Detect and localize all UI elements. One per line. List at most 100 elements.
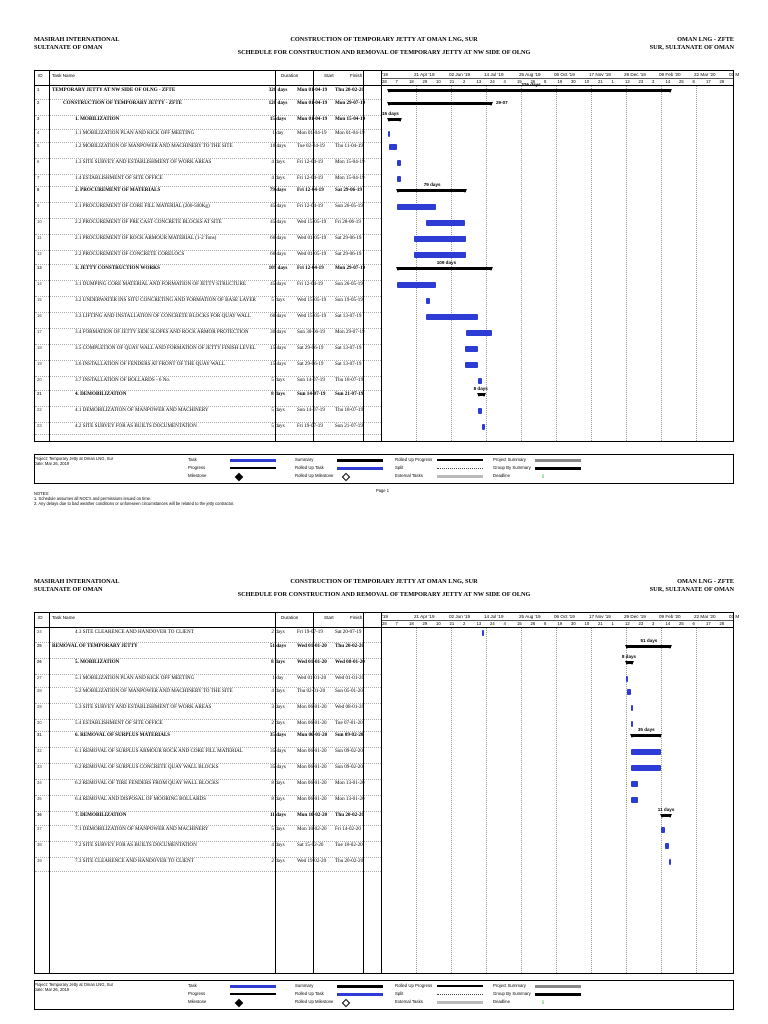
table-row[interactable]: 17 3.4 FORMATION OF JETTY SIDE SLOPES AND…: [35, 328, 381, 345]
summary-bar[interactable]: [386, 118, 402, 122]
task-bar[interactable]: [465, 346, 479, 352]
column-divider: [275, 613, 276, 973]
table-row[interactable]: 31 6. REMOVAL OF SURPLUS MATERIALS 35 days…: [35, 731, 381, 748]
task-bar[interactable]: [413, 252, 466, 258]
task-id: 14: [37, 281, 42, 286]
table-row[interactable]: 4 1.1 MOBILIZATION PLAN AND KICK OFF MEET…: [35, 129, 381, 143]
table-row[interactable]: 28 5.2 MOBILIZATION OF MANPOWER AND MACHI…: [35, 687, 381, 704]
task-id: 22: [37, 407, 42, 412]
task-bar[interactable]: [478, 378, 483, 384]
task-bar[interactable]: [388, 144, 398, 150]
summary-bar[interactable]: [386, 102, 493, 106]
task-bar[interactable]: [482, 424, 486, 430]
bar-duration-label: 79 days: [423, 182, 441, 187]
table-row[interactable]: 27 5.1 MOBILIZATION PLAN AND KICK OFF MEE…: [35, 674, 381, 688]
table-row[interactable]: 3 1. MOBILIZATION 15 days Mon 01-04-19 Mon 1…: [35, 115, 381, 130]
task-bar[interactable]: [426, 298, 431, 304]
table-row[interactable]: 38 7.2 SITE SURVEY FOR AS BUILTS DOCUMENT…: [35, 841, 381, 858]
task-bar[interactable]: [397, 204, 437, 210]
table-row[interactable]: 39 7.3 SITE CLEARENCE AND HANDOVER TO CLI…: [35, 857, 381, 872]
summary-bar[interactable]: [629, 734, 663, 738]
task-bar[interactable]: [630, 765, 662, 771]
table-row[interactable]: 34 6.2 REMOVAL OF TIRE FENDERS FROM QUAY …: [35, 779, 381, 796]
timescale-minor-label: 10: [584, 620, 590, 626]
table-row[interactable]: 21 4. DEMOBILIZATION 8 days Sun 14-07-19 Sun…: [35, 390, 381, 407]
table-row[interactable]: 18 3.5 COMPLETION OF QUAY WALL AND FORMAT…: [35, 344, 381, 361]
task-bar[interactable]: [668, 859, 671, 865]
table-row[interactable]: 6 1.3 SITE SURVEY AND ESTABLISHMENT OF WO…: [35, 158, 381, 175]
task-finish: Thu 20-02-20: [335, 812, 365, 818]
table-row[interactable]: 5 1.2 MOBILIZATION OF MANPOWER AND MACHIN…: [35, 142, 381, 159]
table-row[interactable]: 26 5. MOBILIZATION 8 days Wed 01-01-20 Wed 0…: [35, 658, 381, 675]
task-start: Mon 06-01-20: [297, 720, 327, 726]
table-row[interactable]: 25 REMOVAL OF TEMPORARY JETTY 51 days Wed 0…: [35, 642, 381, 659]
task-bar[interactable]: [397, 160, 401, 166]
summary-bar[interactable]: [396, 189, 468, 193]
task-bar[interactable]: [413, 236, 466, 242]
task-bar[interactable]: [387, 131, 390, 137]
task-name: 1.1 MOBILIZATION PLAN AND KICK OFF MEETI…: [75, 130, 195, 136]
table-row[interactable]: 11 2.1 PROCUREMENT OF ROCK ARMOUR MATERIA…: [35, 234, 381, 251]
summary-bar[interactable]: [660, 814, 672, 818]
task-start: Wed 19-02-20: [297, 858, 327, 864]
table-row[interactable]: 7 1.4 ESTABLISHMENT OF SITE OFFICE 4 days F…: [35, 174, 381, 187]
notes: NOTES: 1. Schedule assumes all NOC's and…: [34, 491, 234, 506]
task-bar[interactable]: [665, 843, 669, 849]
task-bar[interactable]: [630, 721, 633, 727]
task-bar[interactable]: [626, 676, 629, 682]
table-row[interactable]: 8 2. PROCUREMENT OF MATERIALS 79 days Fri 1…: [35, 186, 381, 203]
task-id: 1: [37, 87, 40, 92]
task-name: 6. REMOVAL OF SURPLUS MATERIALS: [75, 732, 171, 738]
table-row[interactable]: 15 3.2 UNDERWATER INS SITU CONCRETING AND…: [35, 296, 381, 313]
task-id: 26: [37, 659, 42, 664]
project-title: CONSTRUCTION OF TEMPORARY JETTY AT OMAN …: [290, 578, 478, 585]
task-id: 21: [37, 391, 42, 396]
task-bar[interactable]: [465, 330, 492, 336]
table-row[interactable]: 20 3.7 INSTALLATION OF BOLLARDS - 6 No. 5 …: [35, 376, 381, 391]
task-bar[interactable]: [426, 314, 479, 320]
table-row[interactable]: 13 3. JETTY CONSTRUCTION WORKS 109 days Fri…: [35, 264, 381, 281]
table-row[interactable]: 16 3.3 LIFTING AND INSTALLATION OF CONCRE…: [35, 312, 381, 329]
timescale: '19 21 Apr '19 02 Jun '19 14 Jul '19 25 Aug …: [381, 613, 739, 627]
table-row[interactable]: 35 6.4 REMOVAL AND DISPOSAL OF MOORING BO…: [35, 795, 381, 812]
task-name: 3.7 INSTALLATION OF BOLLARDS - 6 No.: [75, 377, 171, 383]
task-bar[interactable]: [397, 176, 401, 182]
table-row[interactable]: 23 4.2 SITE SURVEY FOR AS BUILTS DOCUMENT…: [35, 422, 381, 435]
task-bar[interactable]: [630, 749, 662, 755]
timescale-minor-label: 6: [692, 620, 695, 626]
summary-bar[interactable]: [386, 89, 672, 93]
table-row[interactable]: 37 7.1 DEMOBILIZATION OF MANPOWER AND MAC…: [35, 825, 381, 842]
summary-bar[interactable]: [396, 267, 493, 271]
task-bar[interactable]: [397, 282, 437, 288]
task-bar[interactable]: [630, 781, 638, 787]
task-bar[interactable]: [627, 689, 631, 695]
task-bar[interactable]: [661, 827, 666, 833]
table-row[interactable]: 2 CONSTRUCTION OF TEMPORARY JETTY - ZFTE 1…: [35, 99, 381, 116]
table-row[interactable]: 22 4.1 DEMOBILIZATION OF MANPOWER AND MAC…: [35, 406, 381, 423]
task-bar[interactable]: [630, 797, 638, 803]
task-bar[interactable]: [630, 705, 634, 711]
table-row[interactable]: 10 2.2 PROCUREMENT OF PRE CAST CONCRETE B…: [35, 218, 381, 235]
task-bar[interactable]: [478, 408, 483, 414]
summary-bar[interactable]: [625, 661, 635, 665]
table-row[interactable]: 1 TEMPORARY JETTY AT NW SIDE OF OLNG - ZF…: [35, 86, 381, 100]
table-row[interactable]: 32 6.1 REMOVAL OF SURPLUS ARMOUR ROCK AND…: [35, 747, 381, 764]
timeline-gridline: [486, 628, 487, 973]
bar-duration-label: 51 days: [640, 638, 658, 643]
table-row[interactable]: 24 4.3 SITE CLEARENCE AND HANDOVER TO CLI…: [35, 628, 381, 643]
task-bar[interactable]: [426, 220, 466, 226]
table-row[interactable]: 29 5.3 SITE SURVEY AND ESTABLISHMENT OF W…: [35, 703, 381, 720]
table-row[interactable]: 14 3.1 DUMPING CORE MATERIAL AND FORMATIO…: [35, 280, 381, 297]
task-name: 2. PROCUREMENT OF MATERIALS: [75, 187, 161, 193]
table-row[interactable]: 9 2.1 PROCUREMENT OF CORE FILL MATERIAL (…: [35, 202, 381, 219]
table-row[interactable]: 30 5.4 ESTABLISHMENT OF SITE OFFICE 2 days…: [35, 719, 381, 732]
task-bar[interactable]: [482, 630, 485, 636]
summary-bar[interactable]: [625, 645, 672, 649]
table-row[interactable]: 33 6.2 REMOVAL OF SURPLUS CONCRETE QUAY W…: [35, 763, 381, 780]
table-row[interactable]: 19 3.6 INSTALLATION OF FENDERS AT FRONT O…: [35, 360, 381, 377]
table-row[interactable]: 12 2.2 PROCUREMENT OF CONCRETE CORELOCS 60…: [35, 250, 381, 265]
summary-bar[interactable]: [477, 393, 486, 397]
task-bar[interactable]: [465, 362, 479, 368]
task-id: 29: [37, 704, 42, 709]
table-row[interactable]: 36 7. DEMOBILIZATION 11 days Mon 10-02-20 Th…: [35, 811, 381, 826]
